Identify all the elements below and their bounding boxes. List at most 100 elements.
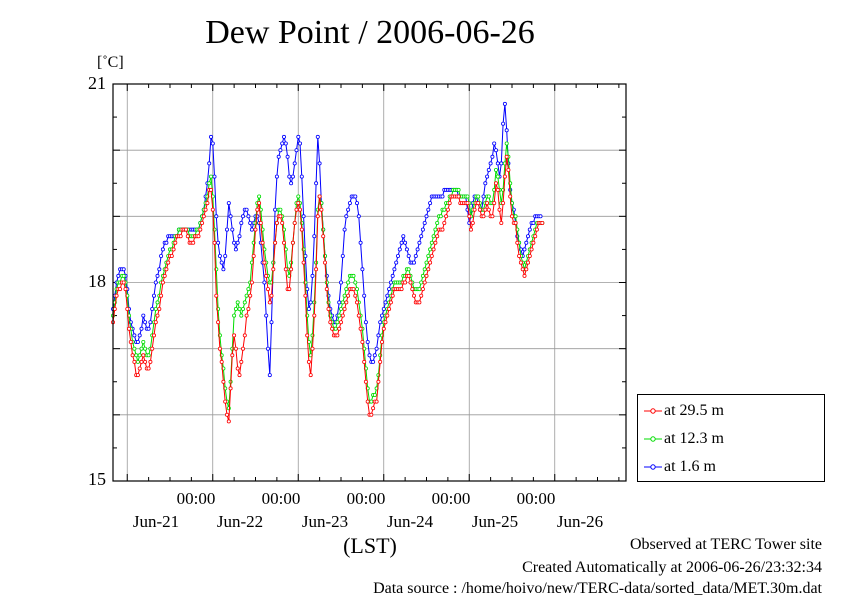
legend: at 29.5 m at 12.3 m at 1.6 m: [637, 394, 825, 482]
data-point: [237, 234, 242, 239]
data-point: [255, 207, 260, 212]
data-point: [513, 214, 518, 219]
data-point: [493, 148, 498, 153]
data-point: [488, 161, 493, 166]
data-point: [235, 240, 240, 245]
data-point: [278, 214, 283, 219]
data-point: [207, 181, 212, 186]
data-point: [221, 379, 226, 384]
data-point: [240, 214, 245, 219]
data-point: [210, 207, 215, 212]
data-point: [290, 240, 295, 245]
data-point: [328, 320, 333, 325]
data-point: [112, 306, 117, 311]
data-point: [338, 280, 343, 285]
data-point: [219, 260, 224, 265]
data-point: [155, 313, 160, 318]
data-point: [440, 194, 445, 199]
data-point: [346, 207, 351, 212]
data-point: [321, 234, 326, 239]
data-point: [383, 320, 388, 325]
data-point: [534, 227, 539, 232]
data-point: [385, 293, 390, 298]
data-point: [159, 293, 164, 298]
data-point: [420, 227, 425, 232]
data-point: [217, 253, 222, 258]
data-point: [208, 174, 213, 179]
data-point: [162, 273, 167, 278]
data-point: [330, 326, 335, 331]
data-point: [363, 320, 368, 325]
data-point: [164, 240, 169, 245]
x-tick-date: Jun-24: [386, 512, 434, 531]
data-point: [200, 220, 205, 225]
data-point: [315, 214, 320, 219]
data-point: [513, 220, 518, 225]
data-point: [244, 313, 249, 318]
data-point: [465, 201, 470, 206]
data-point: [354, 300, 359, 305]
data-point: [431, 247, 436, 252]
data-point: [159, 253, 164, 258]
data-point: [483, 181, 488, 186]
data-point: [390, 273, 395, 278]
data-point: [116, 273, 121, 278]
data-point: [210, 141, 215, 146]
data-point: [137, 333, 142, 338]
data-point: [276, 154, 281, 159]
y-unit-label: [˚C]: [97, 54, 124, 71]
data-point: [244, 207, 249, 212]
data-point: [344, 287, 349, 292]
data-point: [381, 326, 386, 331]
data-point: [363, 379, 368, 384]
data-point: [399, 287, 404, 292]
data-point: [495, 187, 500, 192]
data-point: [424, 260, 429, 265]
data-point: [267, 300, 272, 305]
data-point: [337, 300, 342, 305]
y-tick-label: 21: [88, 73, 106, 93]
data-point: [214, 214, 219, 219]
data-point: [493, 167, 498, 172]
data-point: [517, 253, 522, 258]
data-point: [372, 392, 377, 397]
data-point: [264, 313, 269, 318]
data-point: [164, 267, 169, 272]
data-point: [497, 207, 502, 212]
x-tick-date: Jun-21: [132, 512, 180, 531]
data-point: [297, 207, 302, 212]
data-point: [233, 247, 238, 252]
data-point: [522, 273, 527, 278]
data-point: [292, 161, 297, 166]
data-point: [415, 247, 420, 252]
data-point: [342, 293, 347, 298]
data-point: [499, 161, 504, 166]
data-point: [262, 260, 267, 265]
data-point: [248, 220, 253, 225]
data-point: [132, 333, 137, 338]
data-point: [342, 227, 347, 232]
data-point: [429, 240, 434, 245]
data-point: [301, 260, 306, 265]
data-point: [248, 293, 253, 298]
data-point: [139, 326, 144, 331]
data-point: [492, 201, 497, 206]
data-point: [445, 207, 450, 212]
data-point: [141, 353, 146, 358]
data-point: [235, 366, 240, 371]
data-point: [135, 339, 140, 344]
data-point: [495, 161, 500, 166]
data-point: [226, 201, 231, 206]
data-point: [185, 234, 190, 239]
data-point: [299, 227, 304, 232]
data-point: [490, 214, 495, 219]
data-point: [447, 201, 452, 206]
data-point: [472, 207, 477, 212]
data-point: [456, 194, 461, 199]
data-point: [137, 353, 142, 358]
data-point: [153, 320, 158, 325]
data-point: [365, 339, 370, 344]
data-point: [290, 174, 295, 179]
data-point: [224, 227, 229, 232]
data-point: [312, 234, 317, 239]
